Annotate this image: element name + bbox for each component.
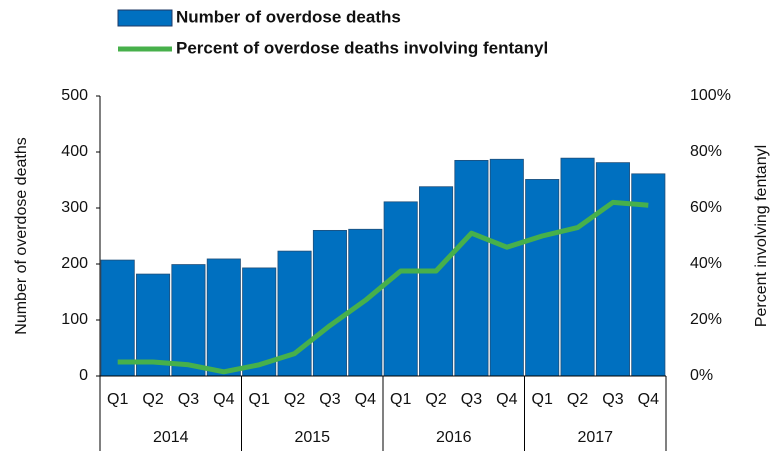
bar	[525, 179, 560, 377]
x-tick-label: Q1	[107, 391, 128, 408]
bar	[206, 258, 241, 377]
x-tick-label: Q2	[567, 391, 588, 408]
y2-tick-label: 40%	[690, 255, 722, 272]
x-group-label: 2014	[153, 429, 189, 446]
x-tick-label: Q3	[461, 391, 482, 408]
bar	[171, 264, 206, 377]
x-group-label: 2016	[436, 429, 472, 446]
bar	[595, 162, 630, 377]
x-tick-label: Q2	[142, 391, 163, 408]
y2-axis-title: Percent involving fentanyl	[753, 145, 770, 327]
x-tick-label: Q4	[496, 391, 517, 408]
legend-swatch	[117, 9, 173, 27]
x-group-label: 2017	[577, 429, 613, 446]
y2-tick-label: 20%	[690, 311, 722, 328]
bar	[419, 186, 454, 377]
y-tick-label: 100	[61, 311, 88, 328]
x-tick-label: Q3	[178, 391, 199, 408]
bar	[489, 158, 524, 377]
bar	[242, 267, 277, 377]
x-tick-label: Q4	[355, 391, 376, 408]
bar	[454, 159, 489, 377]
y2-tick-label: 100%	[690, 87, 731, 104]
bar	[383, 201, 418, 377]
legend-label: Number of overdose deaths	[176, 7, 401, 26]
bar	[560, 157, 595, 377]
x-tick-label: Q2	[425, 391, 446, 408]
y-tick-label: 200	[61, 255, 88, 272]
x-tick-label: Q3	[602, 391, 623, 408]
x-tick-label: Q1	[532, 391, 553, 408]
bar	[631, 173, 666, 377]
bar	[136, 273, 171, 377]
x-tick-label: Q2	[284, 391, 305, 408]
y-axis-title: Number of overdose deaths	[13, 137, 30, 334]
line	[117, 199, 649, 375]
x-tick-label: Q1	[249, 391, 270, 408]
y-tick-label: 300	[61, 199, 88, 216]
y2-tick-label: 80%	[690, 143, 722, 160]
y-tick-label: 500	[61, 87, 88, 104]
x-tick-label: Q1	[390, 391, 411, 408]
x-tick-label: Q3	[319, 391, 340, 408]
bar	[312, 229, 347, 377]
y-tick-label: 0	[79, 367, 88, 384]
x-tick-label: Q4	[638, 391, 659, 408]
legend-label: Percent of overdose deaths involving fen…	[176, 38, 548, 57]
x-group-label: 2015	[294, 429, 330, 446]
y-tick-label: 400	[61, 143, 88, 160]
y2-tick-label: 60%	[690, 199, 722, 216]
y2-tick-label: 0%	[690, 367, 713, 384]
bar	[100, 259, 135, 377]
x-tick-label: Q4	[213, 391, 234, 408]
